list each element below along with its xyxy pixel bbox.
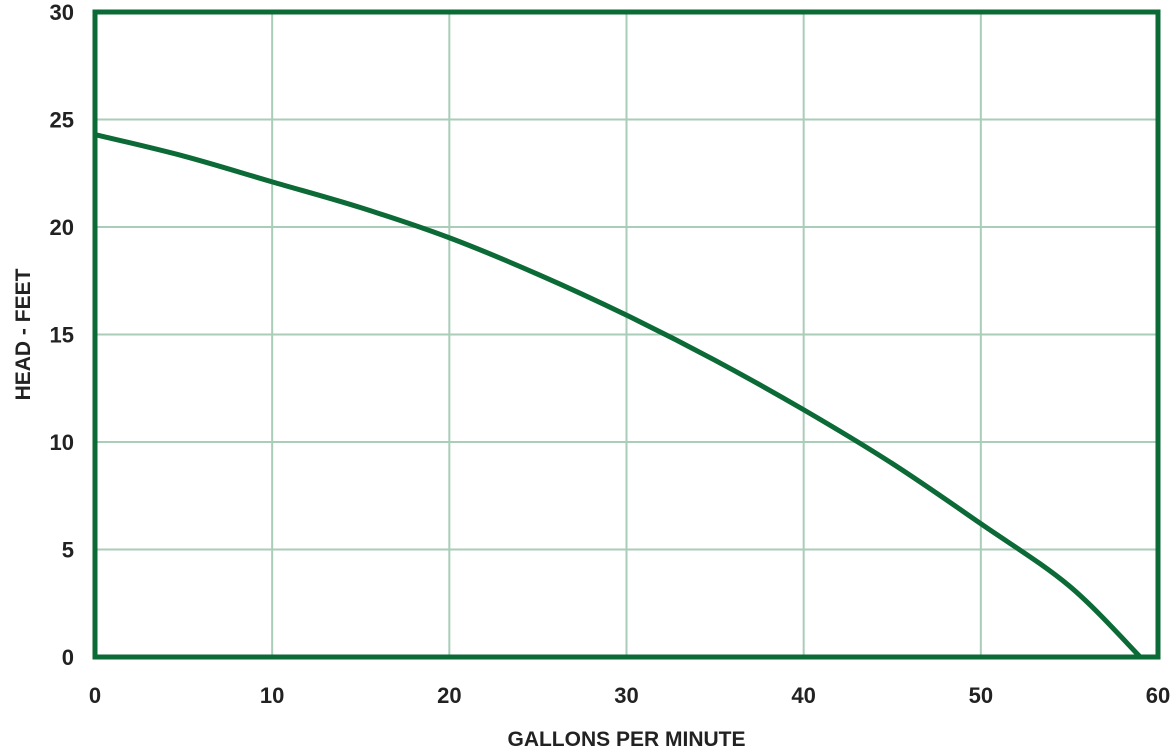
y-tick-label: 10 xyxy=(50,430,74,455)
grid-lines xyxy=(95,12,1158,657)
x-tick-label: 60 xyxy=(1146,683,1170,708)
y-tick-label: 25 xyxy=(50,108,74,133)
y-tick-label: 30 xyxy=(50,0,74,25)
y-tick-label: 15 xyxy=(50,323,74,348)
y-tick-label: 20 xyxy=(50,215,74,240)
x-tick-label: 0 xyxy=(89,683,101,708)
x-tick-labels: 0 10 20 30 40 50 60 xyxy=(89,683,1170,708)
x-tick-label: 30 xyxy=(614,683,638,708)
x-tick-label: 40 xyxy=(791,683,815,708)
y-tick-labels: 0 5 10 15 20 25 30 xyxy=(50,0,74,670)
y-tick-label: 5 xyxy=(62,538,74,563)
y-tick-label: 0 xyxy=(62,645,74,670)
series-layer xyxy=(92,132,1143,660)
x-tick-label: 20 xyxy=(437,683,461,708)
series-line-0 xyxy=(92,132,1143,660)
plot-frame xyxy=(92,9,1161,660)
x-tick-label: 10 xyxy=(260,683,284,708)
x-axis-title: GALLONS PER MINUTE xyxy=(507,728,745,751)
y-axis-title: HEAD - FEET xyxy=(12,268,35,400)
x-tick-label: 50 xyxy=(969,683,993,708)
